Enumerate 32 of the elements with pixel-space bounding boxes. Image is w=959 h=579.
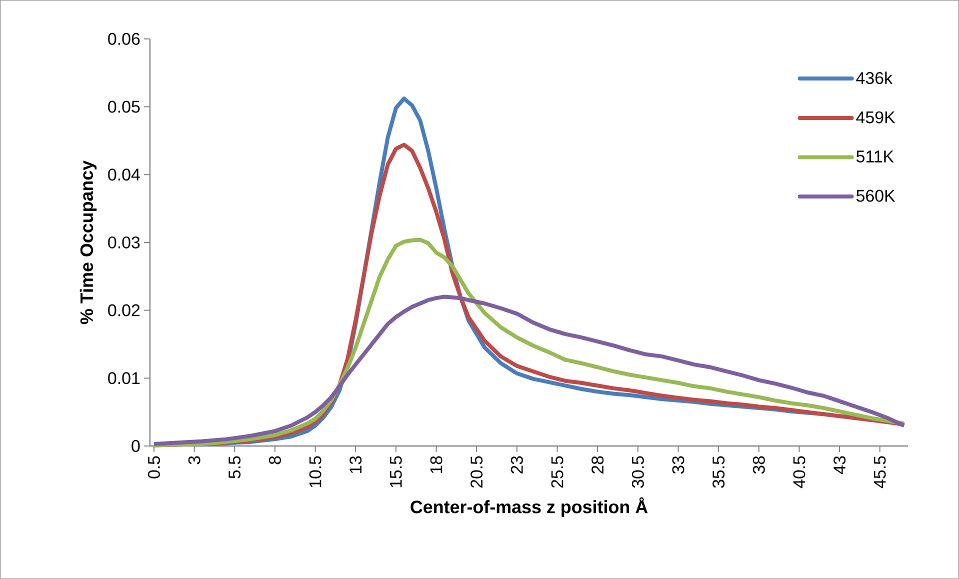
y-tick-label: 0.05 xyxy=(108,100,140,113)
x-tick-label: 15.5 xyxy=(390,456,402,488)
x-axis-title: Center-of-mass z position Å xyxy=(410,497,648,517)
x-tick-label: 0.5 xyxy=(148,456,160,478)
x-tick-label: 45.5 xyxy=(874,456,886,488)
y-axis-title: % Time Occupancy xyxy=(80,160,97,324)
x-tick-label: 20.5 xyxy=(470,456,483,488)
legend-label: 436k xyxy=(856,72,893,84)
legend-label: 459K xyxy=(856,111,896,124)
legend-label: 560K xyxy=(856,190,896,202)
x-tick-label: 13 xyxy=(350,456,362,474)
x-tick-label: 5.5 xyxy=(228,456,241,478)
x-tick-label: 33 xyxy=(672,456,684,474)
x-tick-label: 35.5 xyxy=(712,456,725,488)
x-tick-label: 43 xyxy=(834,456,846,474)
x-tick-label: 28 xyxy=(592,456,604,474)
y-tick-label: 0.04 xyxy=(108,168,140,181)
x-tick-label: 25.5 xyxy=(551,456,564,488)
x-tick-label: 23 xyxy=(510,456,523,474)
legend-label: 511K xyxy=(856,150,894,163)
x-tick-label: 38 xyxy=(752,456,765,474)
x-tick-label: 40.5 xyxy=(793,456,806,488)
y-tick-label: 0.03 xyxy=(108,236,140,248)
y-tick-label: 0.02 xyxy=(108,304,140,316)
x-tick-label: 18 xyxy=(430,456,442,474)
y-tick-label: 0.06 xyxy=(108,32,140,45)
y-tick-label: 0 xyxy=(132,440,140,452)
x-tick-label: 30.5 xyxy=(632,456,644,488)
x-tick-label: 3 xyxy=(188,456,200,464)
y-tick-label: 0.01 xyxy=(108,372,140,384)
x-tick-label: 8 xyxy=(268,456,281,464)
x-tick-label: 10.5 xyxy=(309,456,322,488)
